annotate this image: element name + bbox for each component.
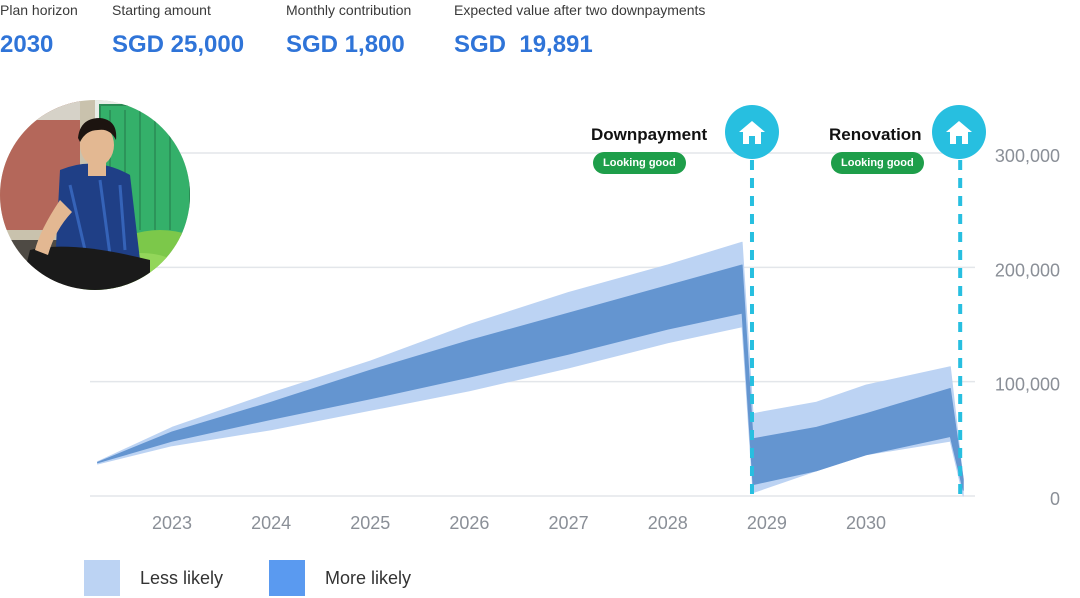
starting-amount-label: Starting amount (112, 2, 211, 18)
monthly-contribution-label: Monthly contribution (286, 2, 412, 18)
renovation-home-icon[interactable] (932, 105, 986, 159)
y-tick-label: 300,000 (995, 146, 1060, 166)
renovation-status-badge: Looking good (831, 152, 924, 174)
legend-swatch-more-likely (269, 560, 305, 596)
legend-label-more-likely: More likely (325, 568, 412, 588)
monthly-contribution-value: SGD 1,800 (286, 31, 405, 58)
plan-horizon-label: Plan horizon (0, 2, 78, 18)
downpayment-home-icon[interactable] (725, 105, 779, 159)
more-likely-band (97, 264, 964, 491)
downpayment-event-title: Downpayment (591, 125, 708, 144)
x-tick-label: 2024 (251, 513, 291, 533)
y-tick-label: 0 (1050, 489, 1060, 509)
expected-value-label: Expected value after two downpayments (454, 2, 706, 18)
x-tick-label: 2026 (449, 513, 489, 533)
avatar-photo (0, 100, 190, 290)
expected-value-value: SGD 19,891 (454, 31, 593, 58)
plan-horizon-value: 2030 (0, 31, 54, 58)
expected-value-metric: Expected value after two downpayments SG… (454, 2, 705, 60)
home-icon (739, 121, 765, 144)
x-tick-label: 2028 (648, 513, 688, 533)
renovation-event-title: Renovation (829, 125, 922, 144)
home-icon (946, 121, 972, 144)
user-avatar (0, 100, 190, 290)
y-tick-label: 200,000 (995, 260, 1060, 280)
starting-amount-metric: Starting amount SGD 25,000 (112, 2, 244, 60)
y-tick-label: 100,000 (995, 375, 1060, 395)
x-tick-label: 2030 (846, 513, 886, 533)
monthly-contribution-metric: Monthly contribution SGD 1,800 (286, 2, 411, 60)
x-tick-label: 2027 (549, 513, 589, 533)
x-tick-label: 2025 (350, 513, 390, 533)
downpayment-status-badge: Looking good (593, 152, 686, 174)
starting-amount-value: SGD 25,000 (112, 31, 245, 58)
legend-swatch-less-likely (84, 560, 120, 596)
plan-horizon-metric: Plan horizon 2030 (0, 2, 78, 60)
x-tick-label: 2029 (747, 513, 787, 533)
x-tick-label: 2023 (152, 513, 192, 533)
legend-label-less-likely: Less likely (140, 568, 224, 588)
less-likely-band (97, 241, 964, 497)
